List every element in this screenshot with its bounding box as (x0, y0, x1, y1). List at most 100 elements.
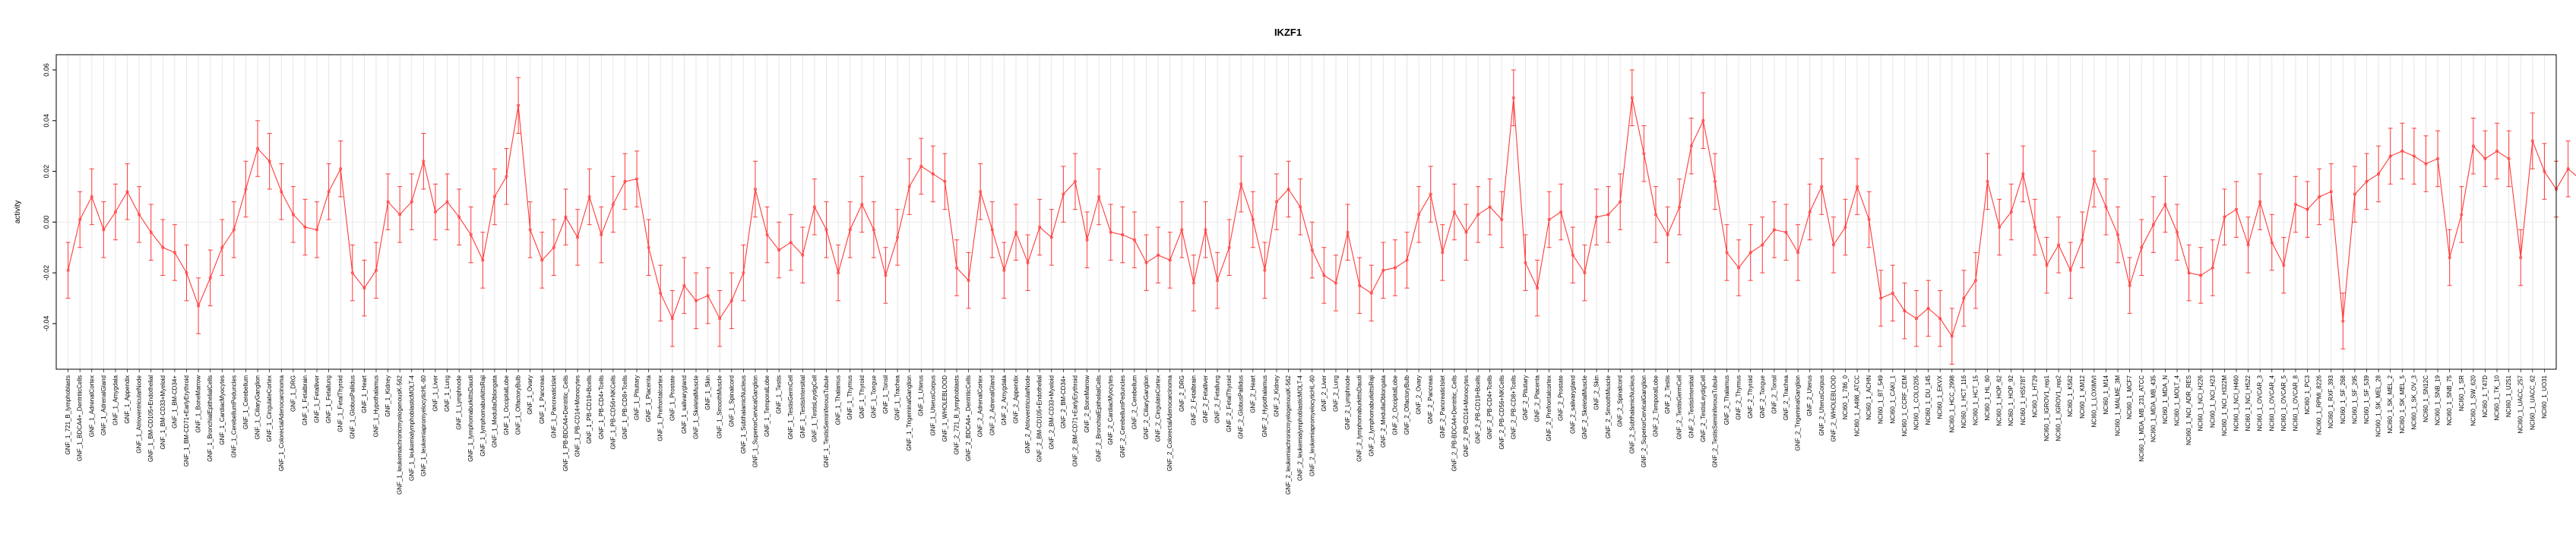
x-tick-label: GNF_1_WHOLEBLOOD (941, 375, 948, 442)
data-point (896, 236, 900, 239)
data-point (2329, 190, 2333, 194)
data-point (1583, 271, 1587, 275)
x-tick-label: GNF_1_Prefrontalcortex (657, 375, 664, 441)
data-point (2258, 200, 2262, 204)
x-tick-label: NCI60_1_NCI_H522 (2245, 375, 2252, 431)
data-point (1062, 192, 1065, 196)
x-tick-label: GNF_1_Hypothalamus (372, 375, 379, 437)
x-tick-label: GNF_1_721_B_lymphoblasts (65, 375, 71, 455)
data-point (197, 304, 201, 308)
data-point (1121, 233, 1125, 237)
data-point (1346, 230, 1350, 234)
data-point (2305, 207, 2309, 211)
data-point (2116, 233, 2120, 237)
x-tick-label: NCI60_1_HOP_92 (2008, 375, 2014, 425)
data-point (742, 271, 745, 275)
data-point (1784, 230, 1788, 234)
data-point (2460, 213, 2464, 217)
data-point (955, 266, 959, 270)
data-point (1678, 205, 1682, 209)
x-tick-label: NCI60_1_M14 (2103, 375, 2109, 414)
x-tick-label: NCI60_1_SK_MEL_5 (2399, 375, 2406, 433)
data-point (303, 226, 307, 229)
data-point (1014, 230, 1017, 234)
data-point (1630, 96, 1634, 100)
data-point (1097, 194, 1101, 198)
data-point (860, 202, 864, 206)
x-tick-label: GNF_2_BDCA4+_DentriticCells (965, 375, 972, 461)
x-tick-label: NCI60_1_NCI_H226 (2198, 375, 2204, 431)
data-point (2471, 144, 2475, 148)
data-point (2341, 319, 2345, 323)
data-point (1204, 228, 1207, 232)
y-tick-label: -0.04 (43, 316, 50, 332)
data-point (1476, 213, 1480, 217)
x-tick-label: GNF_2_Hypothalamus (1261, 375, 1268, 437)
x-tick-label: NCI60_1_NCI_H460 (2233, 375, 2240, 431)
data-point (1251, 218, 1255, 222)
x-tick-label: GNF_2_Thalamus (1723, 375, 1730, 425)
data-point (1879, 296, 1883, 300)
x-tick-label: GNF_1_TrigeminalGanglion (906, 375, 913, 451)
x-tick-label: NCI60_1_OVCAR_3 (2257, 375, 2264, 431)
x-tick-label: GNF_1_Pancreas (539, 375, 546, 424)
data-point (1748, 251, 1752, 255)
x-tick-label: GNF_1_AdrenalGland (100, 375, 107, 435)
x-tick-label: GNF_2_Tongue (1759, 375, 1766, 418)
x-tick-label: GNF_1_Fetalliver (314, 375, 321, 423)
data-point (1973, 279, 1977, 283)
x-tick-label: GNF_2_TestisIntersitial (1688, 375, 1695, 438)
data-point (2057, 243, 2061, 247)
data-point (2163, 202, 2167, 206)
data-point (1915, 317, 1919, 321)
data-point (1761, 243, 1764, 247)
data-point (564, 215, 568, 219)
data-point (1524, 261, 1527, 264)
x-tick-label: GNF_1_Appendix (124, 375, 131, 424)
x-tick-label: GNF_1_leukemiachronicmyelogenousK-562 (397, 375, 403, 495)
x-tick-label: GNF_2_Heart (1249, 375, 1256, 413)
x-tick-label: GNF_2_PB-BDCA4+Dentritic_Cells (1451, 375, 1457, 472)
data-point (907, 185, 911, 188)
data-point (979, 190, 983, 194)
x-tick-label: GNF_1_TestisGermCell (787, 375, 794, 440)
data-point (78, 218, 82, 222)
x-tick-label: GNF_2_Lung (1332, 375, 1339, 412)
x-tick-label: NCI60_1_MDA_N (2162, 375, 2169, 424)
x-tick-label: NCI60_1_HL_60 (1984, 375, 1991, 420)
x-tick-label: GNF_1_Tonsil (882, 375, 889, 414)
x-tick-label: GNF_2_lymphomaburkittsDaudi (1356, 375, 1363, 462)
data-point (1452, 210, 1456, 213)
x-tick-label: GNF_1_PancreaticIslet (550, 375, 557, 438)
data-point (1559, 210, 1563, 213)
data-point (1417, 213, 1421, 217)
x-tick-label: GNF_2_CerebellumPeduncles (1119, 375, 1126, 458)
x-tick-label: NCI60_1_SK_MEL_2 (2387, 375, 2394, 433)
data-point (2530, 139, 2534, 143)
data-point (256, 147, 260, 150)
data-point (138, 213, 141, 217)
data-point (884, 274, 888, 277)
data-point (1464, 230, 1468, 234)
x-tick-label: GNF_2_lymphomaburkittsRaji (1368, 375, 1375, 457)
data-point (2424, 162, 2428, 166)
data-point (2436, 157, 2440, 160)
data-point (2104, 205, 2108, 209)
data-point (1998, 226, 2002, 229)
x-tick-label: GNF_1_Lymphnode (456, 375, 463, 429)
x-tick-label: GNF_1_PB-CD8+Tcells (622, 375, 628, 439)
x-tick-label: GNF_1_leukemiapromyelocyticHL-60 (420, 375, 427, 476)
x-tick-label: NCI60_1_HCT_116 (1960, 375, 1967, 428)
x-tick-label: NCI60_1_SW_620 (2470, 375, 2476, 425)
x-tick-label: GNF_2_FetalThyroid (1226, 375, 1233, 432)
data-point (244, 187, 248, 191)
y-tick-label: 0.02 (43, 165, 50, 179)
x-tick-label: NCI60_1_KM12 (2079, 375, 2086, 418)
y-axis: -0.04 -0.02 0.00 0.02 0.04 0.06 (43, 55, 57, 369)
x-tick-label: GNF_2_Cerebellum (1131, 375, 1138, 429)
x-axis: GNF_1_721_B_lymphoblasts GNF_1_BDCA4+_Den… (65, 369, 2548, 495)
data-point (1926, 306, 1930, 310)
data-point (2282, 264, 2286, 267)
data-point (931, 172, 935, 175)
data-point (659, 291, 663, 295)
